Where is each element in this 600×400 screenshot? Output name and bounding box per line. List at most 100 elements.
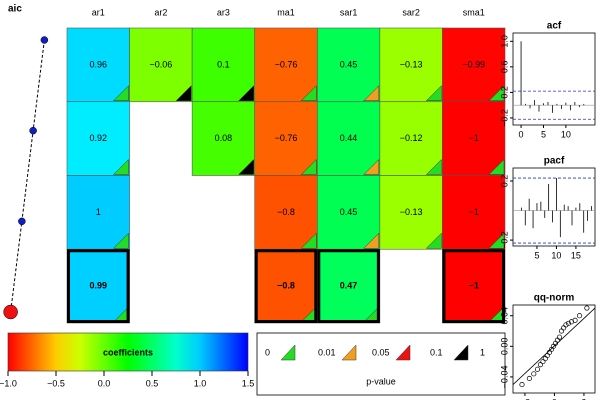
cell-label: −0.99	[462, 59, 485, 69]
y-tick-label: −0.2	[499, 231, 509, 249]
cell-label: 1	[96, 207, 101, 217]
pvalue-triangle	[363, 232, 380, 249]
pvalue-triangle	[425, 158, 442, 175]
cell	[254, 27, 318, 103]
cell-label: 0.96	[90, 59, 108, 69]
pvalue-triangle	[300, 85, 317, 101]
cell-label: 0.1	[217, 59, 230, 69]
column-label: sar2	[402, 7, 420, 17]
y-tick-label: 0.6	[499, 61, 509, 74]
qq-point	[537, 362, 543, 368]
selected-outline	[67, 249, 130, 323]
qq-point	[556, 334, 563, 340]
colorbar-label: coefficients	[103, 347, 153, 357]
cell	[379, 27, 443, 103]
column-label: ar3	[217, 7, 230, 17]
pvalue-triangle	[363, 158, 380, 175]
panel-title: qq-norm	[534, 293, 575, 304]
cell	[379, 175, 443, 250]
pvalue-triangle	[488, 158, 505, 175]
cell-label: 0.99	[90, 281, 108, 291]
pvalue-legend-label: 0	[265, 347, 270, 357]
pvalue-triangle	[300, 232, 317, 249]
y-tick-label: 0.2	[499, 86, 509, 99]
pvalue-triangle	[112, 85, 129, 101]
x-tick-label: 0	[552, 397, 557, 400]
qq-point	[561, 325, 567, 331]
cell-label: 0.45	[340, 207, 358, 217]
pvalue-legend-label: 1	[480, 347, 485, 357]
y-tick-label: −0.04	[499, 366, 509, 389]
qq-point	[526, 375, 532, 382]
cell	[316, 175, 381, 250]
cell-label: 0.08	[215, 133, 233, 143]
pvalue-triangle	[112, 158, 129, 175]
y-tick-label: 0.2	[499, 175, 509, 188]
cell-label: −0.76	[275, 59, 298, 69]
colorbar-tick-label: 0.0	[98, 378, 111, 388]
aic-dot	[40, 36, 49, 44]
cell-label: −1	[469, 281, 479, 291]
column-label: ar2	[154, 7, 167, 17]
colorbar-tick-label: 1.5	[242, 378, 255, 388]
colorbar-tick-label: −0.5	[47, 378, 65, 388]
cell-label: −0.76	[275, 133, 298, 143]
x-tick-label: 0	[519, 129, 524, 139]
qq-point	[576, 313, 583, 319]
column-label: sma1	[463, 7, 485, 17]
cell-label: 0.45	[340, 59, 358, 69]
qq-point	[584, 305, 590, 311]
panel-frame	[512, 32, 596, 126]
x-tick-label: 2	[581, 397, 586, 400]
column-label: sar1	[340, 7, 358, 17]
aic-title: aic	[8, 4, 22, 15]
qq-point	[563, 322, 569, 328]
qq-point	[558, 328, 565, 334]
cell-label: −0.8	[277, 281, 295, 291]
colorbar-tick-label: 1.0	[194, 378, 207, 388]
pvalue-triangle	[488, 232, 505, 249]
y-tick-label: 0.04	[499, 307, 509, 325]
cell	[191, 101, 256, 176]
qq-point	[540, 359, 546, 365]
pvalue-triangle	[363, 85, 380, 101]
cell	[66, 175, 130, 250]
pvalue-legend-box	[256, 332, 506, 396]
x-tick-label: 10	[551, 250, 561, 260]
cell-label: −0.13	[400, 59, 423, 69]
selected-outline	[442, 249, 505, 323]
x-tick-label: 15	[571, 250, 581, 260]
pvalue-legend-triangle	[395, 344, 411, 361]
y-tick-label: −0.2	[499, 109, 509, 127]
pvalue-triangle	[238, 85, 254, 101]
cell-label: −0.06	[149, 59, 172, 69]
qq-point	[519, 382, 525, 388]
cell	[66, 27, 130, 103]
pvalue-legend-label: 0.1	[430, 347, 443, 357]
cell-label: 0.47	[340, 281, 358, 291]
x-tick-label: −2	[520, 397, 530, 400]
qq-point	[565, 320, 572, 326]
qq-line	[512, 307, 596, 385]
pvalue-triangle	[238, 158, 254, 175]
qq-point	[534, 366, 541, 372]
panel-title: pacf	[544, 156, 565, 167]
cell	[442, 175, 506, 250]
pvalue-legend-label: 0.01	[318, 347, 336, 357]
pvalue-triangle	[300, 158, 317, 175]
pvalue-triangle	[175, 85, 192, 101]
pvalue-legend-triangle	[453, 344, 469, 361]
aic-dot	[29, 126, 37, 135]
qq-point	[544, 352, 550, 359]
cell-label: −0.12	[400, 133, 423, 143]
colorbar	[7, 332, 249, 372]
selected-outline	[317, 249, 380, 323]
cell-label: 0.44	[340, 133, 358, 143]
cell	[316, 27, 381, 103]
selected-outline	[254, 249, 318, 323]
pvalue-triangle	[425, 85, 442, 101]
colorbar-tick-label: −1.0	[0, 378, 17, 388]
cell-label: −0.13	[400, 207, 423, 217]
cell	[254, 175, 318, 250]
qq-point	[531, 371, 537, 377]
